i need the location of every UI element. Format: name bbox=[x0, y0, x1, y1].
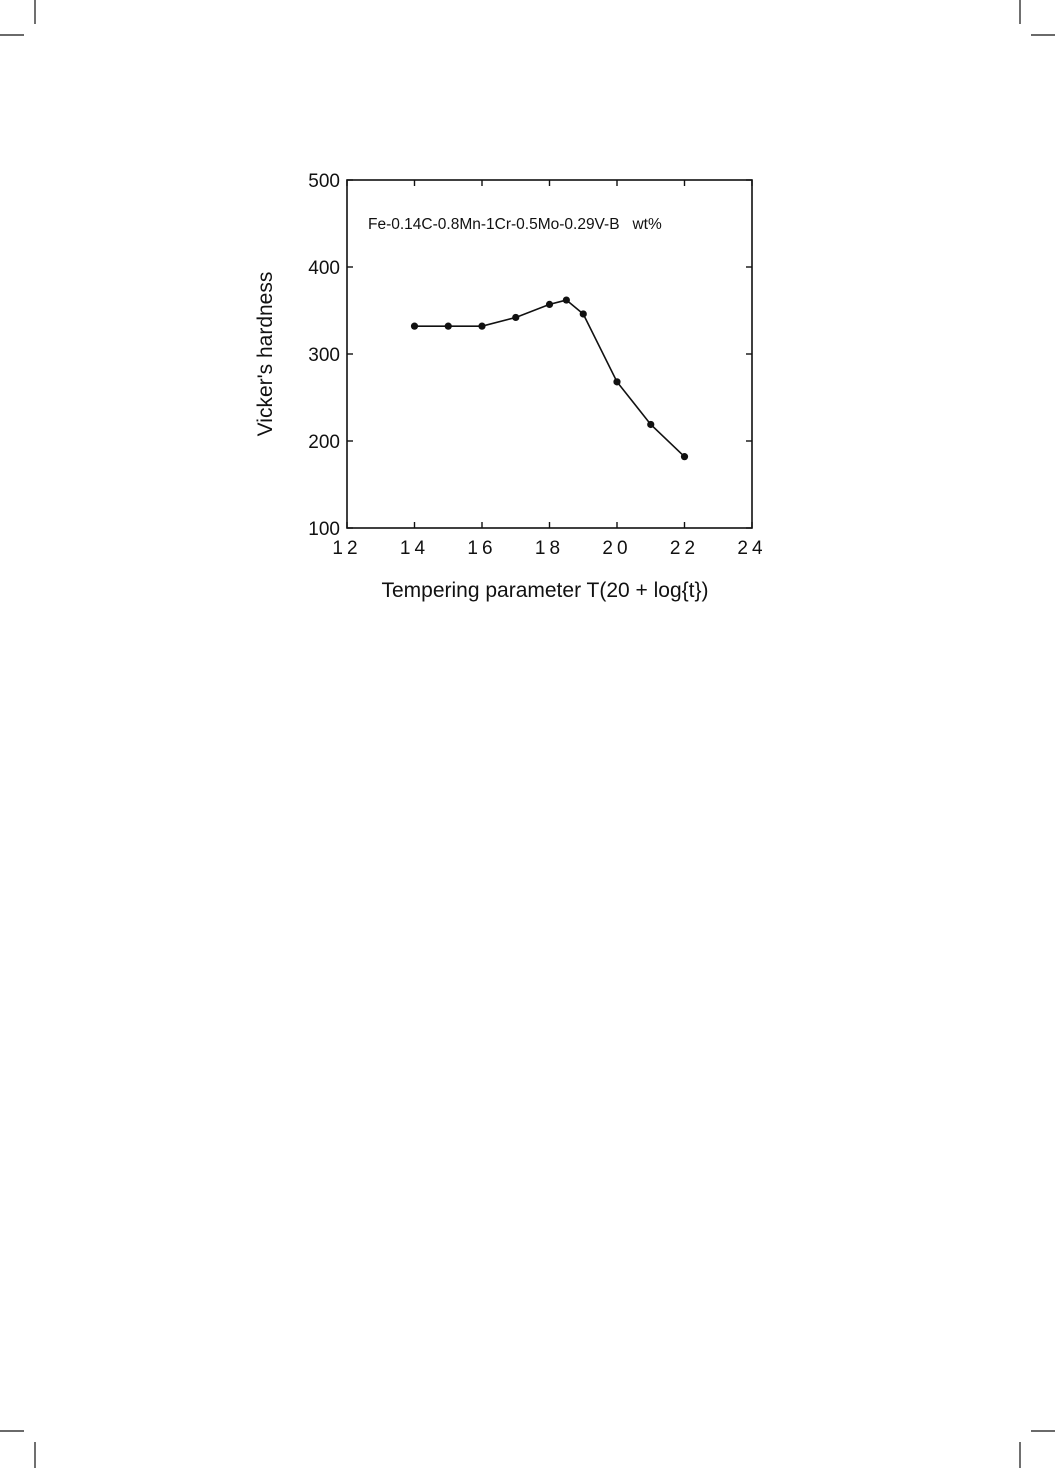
data-point bbox=[444, 322, 452, 330]
y-axis-ticks: 100 200 300 400 500 bbox=[308, 171, 752, 540]
x-tick-label: 22 bbox=[670, 538, 699, 559]
y-axis-label: Vicker's hardness bbox=[254, 272, 277, 437]
x-axis-ticks: 12 14 16 18 20 22 24 bbox=[332, 180, 766, 559]
data-point bbox=[410, 322, 419, 330]
data-point bbox=[478, 322, 486, 330]
x-tick-label: 12 bbox=[332, 538, 361, 559]
y-tick-label: 100 bbox=[308, 519, 340, 540]
x-axis-label: Tempering parameter T(20 + log{t}) bbox=[381, 579, 708, 602]
y-tick-label: 400 bbox=[308, 258, 340, 279]
x-tick-label: 18 bbox=[535, 538, 564, 559]
data-point bbox=[680, 453, 689, 461]
x-tick-label: 14 bbox=[400, 538, 429, 559]
data-point bbox=[579, 310, 587, 318]
series-group bbox=[410, 296, 689, 461]
x-tick-label: 24 bbox=[737, 538, 766, 559]
series-line bbox=[414, 299, 686, 458]
x-tick-label: 16 bbox=[467, 538, 496, 559]
x-tick-label: 20 bbox=[602, 538, 631, 559]
data-point bbox=[647, 420, 655, 429]
data-point bbox=[562, 296, 570, 304]
data-point bbox=[512, 313, 520, 322]
data-point bbox=[613, 378, 621, 386]
chart-annotation: Fe-0.14C-0.8Mn-1Cr-0.5Mo-0.29V-B wt% bbox=[368, 216, 662, 233]
data-point bbox=[545, 300, 554, 309]
y-tick-label: 200 bbox=[308, 432, 340, 453]
y-tick-label: 500 bbox=[308, 171, 340, 192]
y-tick-label: 300 bbox=[308, 345, 340, 366]
